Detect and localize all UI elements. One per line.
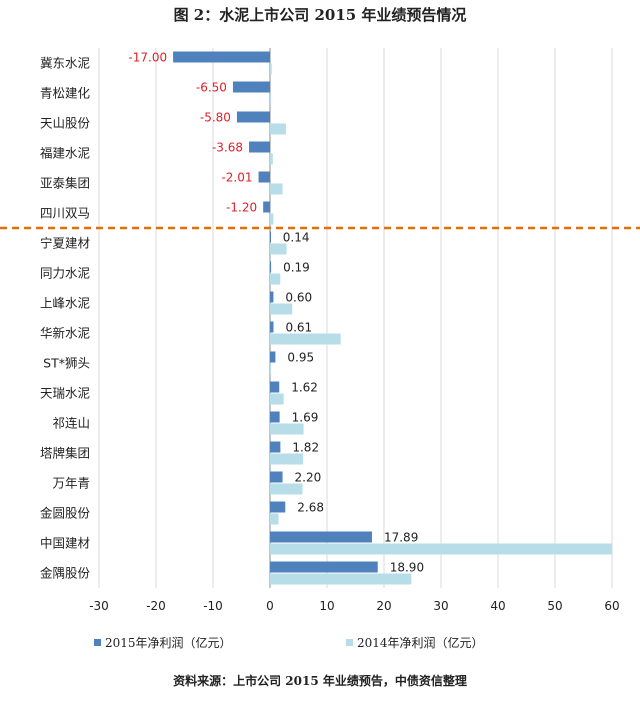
bar-2015 xyxy=(232,81,270,93)
bar-2015 xyxy=(249,141,270,153)
x-tick-label: 20 xyxy=(376,599,391,613)
data-label: 0.19 xyxy=(283,261,310,275)
data-label: -5.80 xyxy=(200,111,231,125)
category-label: 金圆股份 xyxy=(40,506,91,521)
legend-label-2014: 2014年净利润（亿元） xyxy=(357,636,484,650)
bar-2014 xyxy=(270,273,281,285)
bar-2015 xyxy=(270,441,281,453)
legend-label-2015: 2015年净利润（亿元） xyxy=(105,636,232,650)
x-tick-label: -10 xyxy=(203,599,223,613)
category-label: 万年青 xyxy=(52,476,90,491)
category-label: 宁夏建材 xyxy=(40,236,90,251)
chart-title: 图 2：水泥上市公司 2015 年业绩预告情况 xyxy=(173,6,467,24)
bar-2015 xyxy=(270,321,274,333)
category-label: ST*狮头 xyxy=(43,356,90,371)
bar-2014 xyxy=(270,93,271,105)
bar-2014 xyxy=(270,243,287,255)
legend-swatch-2014 xyxy=(346,639,353,646)
x-tick-label: 40 xyxy=(490,599,505,613)
data-label: 2.20 xyxy=(295,471,322,485)
bar-2015 xyxy=(173,51,270,63)
bar-2015 xyxy=(270,501,286,513)
data-label: -2.01 xyxy=(221,171,252,185)
bar-2015 xyxy=(258,171,270,183)
bar-2015 xyxy=(270,561,378,573)
x-tick-label: 30 xyxy=(433,599,448,613)
labels: -30 -20 -10 0 10 20 30 40 50 60 冀东水泥 -17.00 青松建化 -6.5… xyxy=(40,51,620,614)
data-label: 18.90 xyxy=(390,561,424,575)
x-tick-label: 60 xyxy=(604,599,619,613)
x-tick-label: 0 xyxy=(266,599,274,613)
category-label: 华新水泥 xyxy=(40,326,90,341)
bar-2014 xyxy=(270,573,412,585)
category-label: 天山股份 xyxy=(40,116,91,131)
category-label: 中国建材 xyxy=(40,536,90,551)
data-label: 0.14 xyxy=(283,231,310,245)
data-label: 1.62 xyxy=(291,381,318,395)
bar-2014 xyxy=(270,393,284,405)
bar-2015 xyxy=(270,351,276,363)
bars xyxy=(173,51,612,585)
data-label: 1.82 xyxy=(292,441,319,455)
bar-2014 xyxy=(270,63,272,75)
category-label: 金隅股份 xyxy=(40,566,91,581)
x-tick-label: 10 xyxy=(319,599,334,613)
bar-2015 xyxy=(270,531,372,543)
legend-swatch-2015 xyxy=(94,639,101,646)
data-label: -1.20 xyxy=(226,201,257,215)
category-label: 青松建化 xyxy=(40,86,91,101)
bar-2014 xyxy=(270,123,286,135)
category-label: 同力水泥 xyxy=(40,266,90,281)
category-label: 上峰水泥 xyxy=(40,296,90,311)
bar-2014 xyxy=(270,513,279,525)
bar-2014 xyxy=(270,153,273,165)
data-label: 0.60 xyxy=(285,291,312,305)
bar-2015 xyxy=(236,111,270,123)
source-note: 资料来源：上市公司 2015 年业绩预告，中债资信整理 xyxy=(173,674,467,688)
grid-lines xyxy=(0,48,640,588)
bar-2015 xyxy=(270,231,271,243)
bar-2014 xyxy=(270,183,283,195)
bar-2015 xyxy=(270,381,280,393)
bar-2014 xyxy=(270,303,293,315)
bar-2015 xyxy=(270,471,283,483)
bar-2014 xyxy=(270,363,271,375)
bar-2015 xyxy=(270,411,280,423)
category-label: 祁连山 xyxy=(52,416,90,431)
bar-2014 xyxy=(270,333,341,345)
bar-2014 xyxy=(270,423,304,435)
data-label: 0.61 xyxy=(285,321,312,335)
bar-2014 xyxy=(270,453,304,465)
data-label: 1.69 xyxy=(292,411,319,425)
category-label: 冀东水泥 xyxy=(40,56,90,71)
data-label: -6.50 xyxy=(196,81,227,95)
data-label: 2.68 xyxy=(297,501,324,515)
bar-2014 xyxy=(270,213,274,225)
category-label: 塔牌集团 xyxy=(40,446,90,461)
x-tick-label: -20 xyxy=(146,599,166,613)
bar-2014 xyxy=(270,483,303,495)
legend-item-2014: 2014年净利润（亿元） xyxy=(346,634,484,651)
bar-2015 xyxy=(270,291,274,303)
category-label: 天瑞水泥 xyxy=(40,386,90,401)
data-label: 0.95 xyxy=(287,351,314,365)
category-label: 福建水泥 xyxy=(40,146,90,161)
bar-2015 xyxy=(270,261,272,273)
data-label: 17.89 xyxy=(384,531,418,545)
category-label: 四川双马 xyxy=(40,206,90,221)
data-label: -3.68 xyxy=(212,141,243,155)
data-label: -17.00 xyxy=(128,51,167,65)
category-label: 亚泰集团 xyxy=(40,176,90,191)
legend-item-2015: 2015年净利润（亿元） xyxy=(94,634,232,651)
bar-2015 xyxy=(263,201,270,213)
bar-2014 xyxy=(270,543,612,555)
x-tick-label: 50 xyxy=(547,599,562,613)
x-tick-label: -30 xyxy=(89,599,109,613)
